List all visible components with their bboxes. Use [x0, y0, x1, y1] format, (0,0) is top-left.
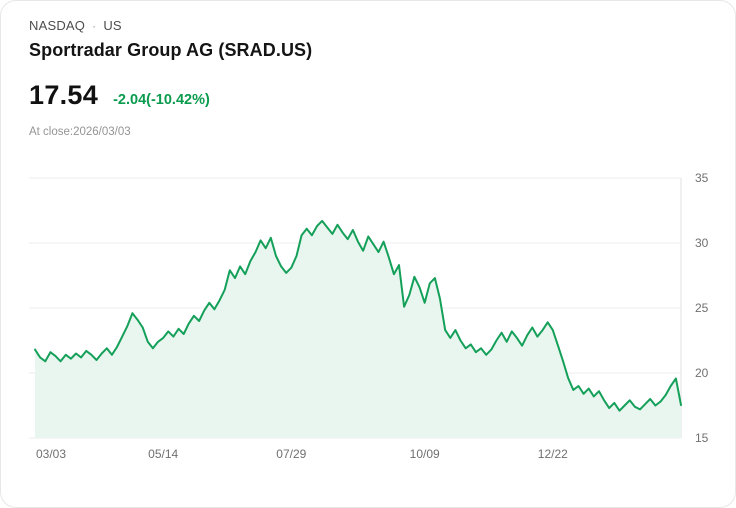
svg-text:07/29: 07/29: [276, 447, 306, 461]
svg-text:35: 35: [695, 171, 709, 185]
svg-text:15: 15: [695, 431, 709, 445]
dot-separator: ·: [92, 18, 97, 33]
price-change: -2.04(-10.42%): [113, 92, 210, 108]
price-chart-svg[interactable]: 15 20 25 30 35 03/03 05/14 07/29 10/09 12/22: [27, 166, 733, 466]
exchange-label: NASDAQ: [29, 18, 86, 33]
svg-text:30: 30: [695, 236, 709, 250]
svg-text:10/09: 10/09: [410, 447, 440, 461]
svg-text:05/14: 05/14: [148, 447, 178, 461]
quote-header: NASDAQ · US Sportradar Group AG (SRAD.US…: [1, 1, 735, 138]
svg-text:12/22: 12/22: [538, 447, 568, 461]
country-label: US: [103, 18, 122, 33]
svg-text:20: 20: [695, 366, 709, 380]
price-row: 17.54 -2.04(-10.42%): [29, 80, 707, 111]
close-time-label: At close:2026/03/03: [29, 126, 131, 138]
price-value: 17.54: [29, 80, 99, 110]
price-chart[interactable]: 15 20 25 30 35 03/03 05/14 07/29 10/09 12/22: [27, 166, 733, 466]
stock-title: Sportradar Group AG (SRAD.US): [29, 40, 313, 60]
svg-text:25: 25: [695, 301, 709, 315]
exchange-row: NASDAQ · US: [29, 18, 707, 33]
svg-text:03/03: 03/03: [36, 447, 66, 461]
